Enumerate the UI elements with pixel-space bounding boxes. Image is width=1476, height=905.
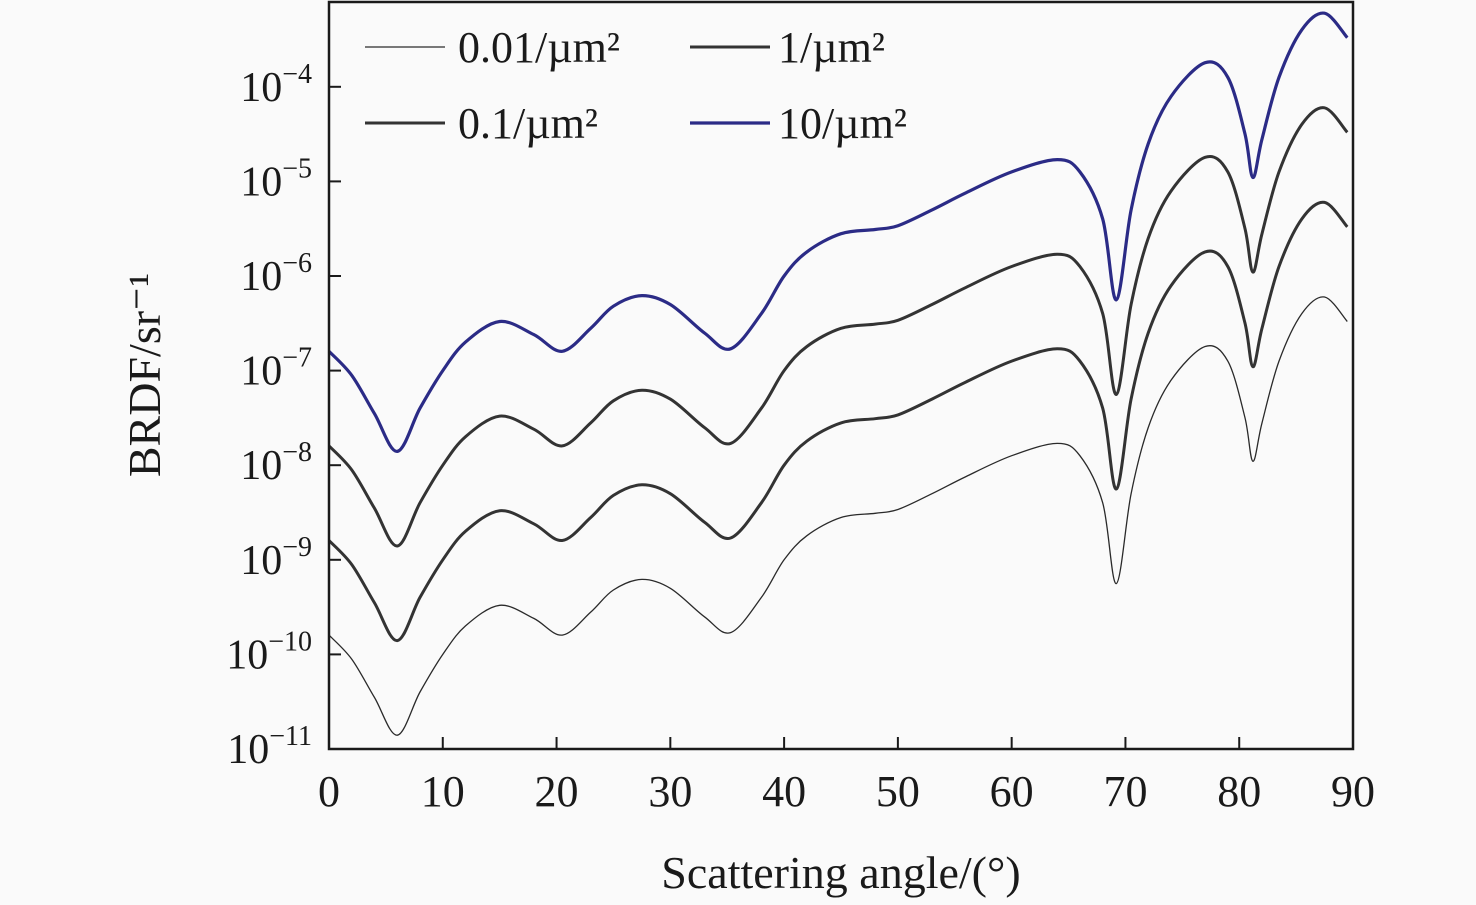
legend: 0.01/µm² 0.1/µm² 1/µm² 10/µm² — [365, 23, 907, 148]
y-tick-label: 10−11 — [227, 721, 312, 773]
x-tick-label: 30 — [648, 767, 692, 816]
y-axis-label: BRDF/sr⁻¹ — [119, 273, 170, 477]
x-tick-label: 20 — [535, 767, 579, 816]
y-tick-label-base: 10 — [240, 254, 282, 300]
legend-label: 1/µm² — [778, 23, 885, 72]
y-tick-label-base: 10 — [240, 65, 282, 111]
y-tick-label: 10−8 — [240, 437, 312, 489]
y-tick-label-base: 10 — [240, 349, 282, 395]
y-tick-label-exponent: −7 — [282, 343, 312, 374]
y-tick-label: 10−10 — [226, 626, 312, 678]
legend-label: 10/µm² — [778, 99, 907, 148]
series-line-0 — [328, 296, 1348, 736]
y-tick-label-base: 10 — [227, 727, 269, 773]
plot-frame — [327, 0, 1355, 751]
y-tick-label-base: 10 — [240, 159, 282, 205]
y-tick-label-exponent: −6 — [282, 248, 312, 279]
x-tick-label: 50 — [876, 767, 920, 816]
y-tick-label-exponent: −4 — [282, 59, 312, 90]
y-tick-label-exponent: −11 — [269, 721, 312, 752]
y-tick-label-base: 10 — [240, 443, 282, 489]
legend-label: 0.1/µm² — [458, 99, 598, 148]
x-tick-label: 80 — [1217, 767, 1261, 816]
x-tick-label: 10 — [421, 767, 465, 816]
x-tick-label: 90 — [1331, 767, 1375, 816]
series-line-2 — [327, 106, 1349, 548]
series-line-1 — [327, 200, 1349, 643]
y-tick-label-exponent: −5 — [282, 153, 312, 184]
y-tick-label: 10−4 — [240, 59, 312, 111]
x-tick-label: 60 — [990, 767, 1034, 816]
y-tick-label-base: 10 — [226, 632, 268, 678]
y-tick-label-exponent: −9 — [282, 532, 312, 563]
y-tick-label-exponent: −8 — [282, 437, 312, 468]
x-tick-label: 70 — [1103, 767, 1147, 816]
y-tick-label-base: 10 — [240, 538, 282, 584]
legend-label: 0.01/µm² — [458, 23, 620, 72]
y-tick-label: 10−6 — [240, 248, 312, 300]
y-tick-label: 10−5 — [240, 153, 312, 205]
series-line-3 — [327, 11, 1349, 453]
x-tick-label: 0 — [318, 767, 340, 816]
x-axis-label: Scattering angle/(°) — [661, 847, 1020, 898]
y-tick-label: 10−7 — [240, 343, 312, 395]
x-tick-label: 40 — [762, 767, 806, 816]
y-tick-label: 10−9 — [240, 532, 312, 584]
y-tick-label-exponent: −10 — [268, 626, 312, 657]
